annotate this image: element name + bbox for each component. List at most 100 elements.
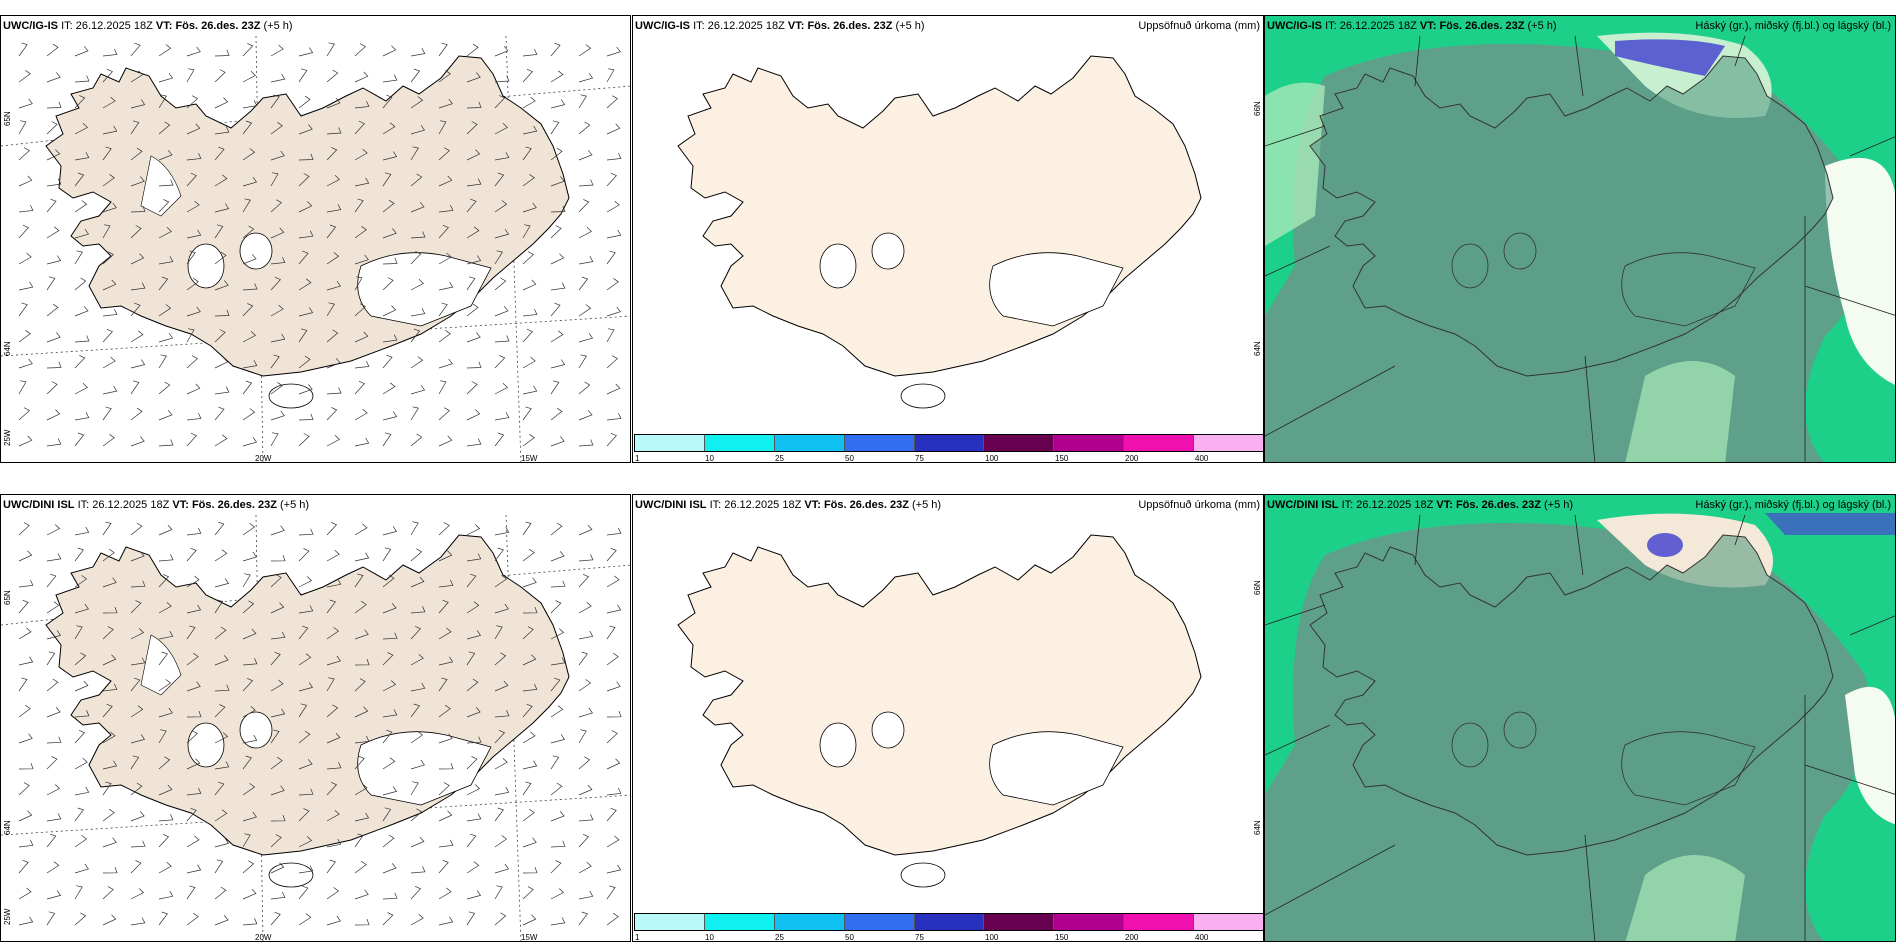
lon-label: 15W [521,454,538,463]
precip-title: Uppsöfnuð úrkoma (mm) [1138,499,1260,511]
colorbar-swatch [635,435,705,451]
valid-time: Fös. 26.des. 23Z [823,499,909,511]
lat-label: 65N [3,111,12,126]
colorbar-swatch [1124,914,1195,930]
cloud-map-panel-row2: UWC/DINI ISL IT: 26.12.2025 18Z VT: Fös.… [1264,494,1896,942]
colorbar-tick: 400 [1195,933,1209,942]
colorbar-swatch [984,914,1055,930]
lat-label: 64N [1253,341,1262,356]
colorbar-tick: 200 [1125,933,1139,942]
init-time: 26.12.2025 18Z [92,499,170,511]
wind-barbs [18,42,622,447]
colorbar-tick: 25 [775,454,784,463]
lat-label: 64N [3,341,12,356]
model-name: UWC/IG-IS [1267,20,1322,32]
lat-label: 65N [3,590,12,605]
model-name: UWC/IG-IS [3,20,58,32]
colorbar-tick: 150 [1055,454,1069,463]
precip-map [633,495,1264,942]
precip-map-panel-row2: UWC/DINI ISL IT: 26.12.2025 18Z VT: Fös.… [632,494,1264,942]
colorbar-swatch [1054,435,1125,451]
lead-time: (+5 h) [912,499,942,511]
valid-time: Fös. 26.des. 23Z [1455,499,1541,511]
colorbar-swatch [914,435,985,451]
cloud-title: Háský (gr.), miðský (fj.bl.) og lágský (… [1695,499,1891,511]
wind-map-panel-row1: UWC/IG-IS IT: 26.12.2025 18Z VT: Fös. 26… [0,15,631,463]
init-time: 26.12.2025 18Z [1356,499,1434,511]
colorbar-swatch [844,914,915,930]
precip-colorbar [634,913,1263,931]
colorbar-swatch [704,435,775,451]
colorbar-tick: 150 [1055,933,1069,942]
colorbar-tick: 10 [705,454,714,463]
colorbar-tick: 1 [635,454,640,463]
init-time: 26.12.2025 18Z [707,20,785,32]
colorbar-tick: 50 [845,454,854,463]
lat-label: 25W [3,429,12,446]
wind-map-panel-row2: UWC/DINI ISL IT: 26.12.2025 18Z VT: Fös.… [0,494,631,942]
valid-time: Fös. 26.des. 23Z [175,20,261,32]
precip-title: Uppsöfnuð úrkoma (mm) [1138,20,1260,32]
lat-label: 66N [1253,580,1262,595]
cloud-map [1265,495,1895,941]
colorbar-tick: 10 [705,933,714,942]
wind-map-header: UWC/IG-IS IT: 26.12.2025 18Z VT: Fös. 26… [3,20,293,32]
precip-map [633,16,1264,463]
lead-time: (+5 h) [895,20,925,32]
colorbar-tick: 75 [915,454,924,463]
lat-label: 64N [3,820,12,835]
lat-label: 64N [1253,820,1262,835]
cloud-map-header: UWC/DINI ISL IT: 26.12.2025 18Z VT: Fös.… [1267,499,1574,511]
wind-map [1,35,630,462]
init-time: 26.12.2025 18Z [75,20,153,32]
colorbar-swatch [1194,914,1263,930]
init-time: 26.12.2025 18Z [1339,20,1417,32]
colorbar-swatch [635,914,705,930]
colorbar-swatch [984,435,1055,451]
lead-time: (+5 h) [280,499,310,511]
wind-barbs [18,521,622,926]
colorbar-swatch [774,435,845,451]
cloud-map [1265,16,1895,462]
colorbar-tick: 25 [775,933,784,942]
precip-map-header: UWC/IG-IS IT: 26.12.2025 18Z VT: Fös. 26… [635,20,925,32]
cloud-map-panel-row1: UWC/IG-IS IT: 26.12.2025 18Z VT: Fös. 26… [1264,15,1896,463]
model-name: UWC/DINI ISL [635,499,707,511]
lat-label: 25W [3,908,12,925]
lat-label: 66N [1253,101,1262,116]
lead-time: (+5 h) [1527,20,1557,32]
colorbar-swatch [1194,435,1263,451]
colorbar-swatch [914,914,985,930]
colorbar-tick: 100 [985,454,999,463]
precip-colorbar [634,434,1263,452]
wind-map [1,514,630,941]
valid-time: Fös. 26.des. 23Z [191,499,277,511]
colorbar-swatch [1054,914,1125,930]
model-name: UWC/IG-IS [635,20,690,32]
lon-label: 15W [521,933,538,942]
valid-time: Fös. 26.des. 23Z [807,20,893,32]
valid-time: Fös. 26.des. 23Z [1439,20,1525,32]
colorbar-tick: 1 [635,933,640,942]
colorbar-tick: 100 [985,933,999,942]
colorbar-swatch [704,914,775,930]
model-name: UWC/DINI ISL [3,499,75,511]
colorbar-swatch [774,914,845,930]
precip-map-panel-row1: UWC/IG-IS IT: 26.12.2025 18Z VT: Fös. 26… [632,15,1264,463]
precip-map-header: UWC/DINI ISL IT: 26.12.2025 18Z VT: Fös.… [635,499,942,511]
lon-label: 20W [255,454,272,463]
cloud-map-header: UWC/IG-IS IT: 26.12.2025 18Z VT: Fös. 26… [1267,20,1557,32]
colorbar-tick: 50 [845,933,854,942]
cloud-title: Háský (gr.), miðský (fj.bl.) og lágský (… [1695,20,1891,32]
lead-time: (+5 h) [1544,499,1574,511]
colorbar-tick: 200 [1125,454,1139,463]
colorbar-tick: 75 [915,933,924,942]
model-name: UWC/DINI ISL [1267,499,1339,511]
lead-time: (+5 h) [263,20,293,32]
colorbar-swatch [844,435,915,451]
colorbar-tick: 400 [1195,454,1209,463]
wind-map-header: UWC/DINI ISL IT: 26.12.2025 18Z VT: Fös.… [3,499,310,511]
lon-label: 20W [255,933,272,942]
init-time: 26.12.2025 18Z [724,499,802,511]
colorbar-swatch [1124,435,1195,451]
